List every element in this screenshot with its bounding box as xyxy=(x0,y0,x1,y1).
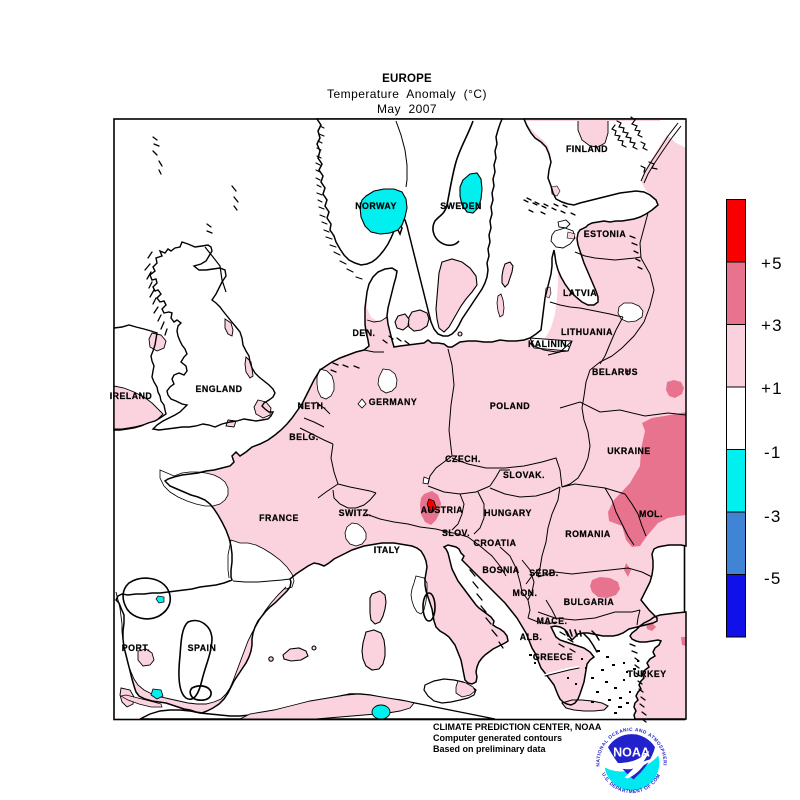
svg-text:-1: -1 xyxy=(764,443,782,462)
svg-text:SERB.: SERB. xyxy=(529,568,558,578)
svg-text:FINLAND: FINLAND xyxy=(566,144,608,154)
svg-text:NORWAY: NORWAY xyxy=(355,201,397,211)
svg-text:GREECE: GREECE xyxy=(533,652,573,662)
svg-text:ALB.: ALB. xyxy=(520,632,543,642)
svg-text:ROMANIA: ROMANIA xyxy=(565,529,611,539)
svg-text:HUNGARY: HUNGARY xyxy=(484,508,532,518)
svg-text:PORT.: PORT. xyxy=(122,643,150,653)
svg-text:Based on preliminary data: Based on preliminary data xyxy=(433,744,547,754)
svg-text:SWITZ.: SWITZ. xyxy=(339,508,372,518)
svg-text:†: † xyxy=(626,370,630,377)
svg-text:NOAA: NOAA xyxy=(613,746,650,760)
svg-text:SPAIN: SPAIN xyxy=(188,643,217,653)
svg-text:+5: +5 xyxy=(761,254,783,273)
svg-text:BELARUS: BELARUS xyxy=(592,367,638,377)
svg-text:SLOV.: SLOV. xyxy=(442,528,470,538)
svg-text:LITHUANIA: LITHUANIA xyxy=(561,327,613,337)
svg-text:KALININ.: KALININ. xyxy=(528,339,570,349)
svg-text:BULGARIA: BULGARIA xyxy=(564,597,615,607)
svg-text:-3: -3 xyxy=(764,507,782,526)
svg-text:CZECH.: CZECH. xyxy=(445,454,481,464)
svg-text:CROATIA: CROATIA xyxy=(474,538,517,548)
svg-text:+3: +3 xyxy=(761,316,783,335)
svg-text:BELG.: BELG. xyxy=(289,432,318,442)
svg-text:NETH.: NETH. xyxy=(298,401,327,411)
svg-text:FRANCE: FRANCE xyxy=(259,513,299,523)
svg-text:UKRAINE: UKRAINE xyxy=(607,446,651,456)
svg-text:MACE.: MACE. xyxy=(537,616,568,626)
svg-text:DEN.: DEN. xyxy=(352,328,375,338)
svg-text:SLOVAK.: SLOVAK. xyxy=(503,470,545,480)
svg-text:LATVIA: LATVIA xyxy=(563,288,597,298)
svg-text:MON.: MON. xyxy=(513,588,538,598)
svg-text:ESTONIA: ESTONIA xyxy=(584,229,627,239)
svg-text:TURKEY: TURKEY xyxy=(627,669,666,679)
svg-text:BOSNIA: BOSNIA xyxy=(482,565,519,575)
svg-text:GERMANY: GERMANY xyxy=(369,397,417,407)
svg-text:AUSTRIA: AUSTRIA xyxy=(421,505,464,515)
svg-text:CLIMATE PREDICTION CENTER, NOA: CLIMATE PREDICTION CENTER, NOAA xyxy=(433,722,602,732)
svg-text:SWEDEN: SWEDEN xyxy=(440,201,482,211)
svg-text:ITALY: ITALY xyxy=(374,545,400,555)
svg-text:IRELAND: IRELAND xyxy=(110,391,153,401)
svg-text:ENGLAND: ENGLAND xyxy=(196,384,243,394)
svg-text:+1: +1 xyxy=(761,379,783,398)
svg-text:Computer generated contours: Computer generated contours xyxy=(433,733,562,743)
svg-text:-5: -5 xyxy=(764,569,782,588)
svg-text:POLAND: POLAND xyxy=(490,401,530,411)
svg-text:MOL.: MOL. xyxy=(639,509,663,519)
